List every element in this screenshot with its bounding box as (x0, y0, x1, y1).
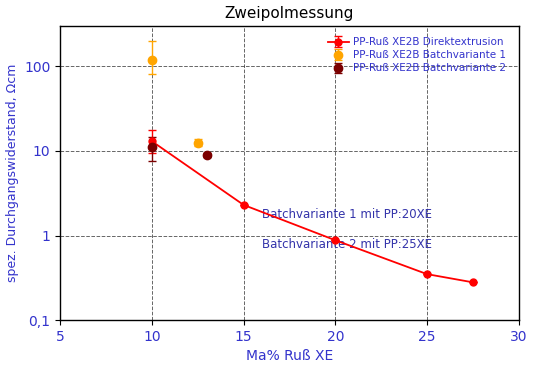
X-axis label: Ma% Ruß XE: Ma% Ruß XE (246, 349, 333, 363)
Text: Batchvariante 1 mit PP:20XE: Batchvariante 1 mit PP:20XE (262, 208, 432, 221)
Y-axis label: spez. Durchgangswiderstand, Ωcm: spez. Durchgangswiderstand, Ωcm (5, 64, 19, 282)
Text: Batchvariante 2 mit PP:25XE: Batchvariante 2 mit PP:25XE (262, 238, 432, 251)
Title: Zweipolmessung: Zweipolmessung (225, 6, 354, 21)
Legend: PP-Ruß XE2B Direktextrusion, PP-Ruß XE2B Batchvariante 1, PP-Ruß XE2B Batchvaria: PP-Ruß XE2B Direktextrusion, PP-Ruß XE2B… (325, 34, 509, 76)
